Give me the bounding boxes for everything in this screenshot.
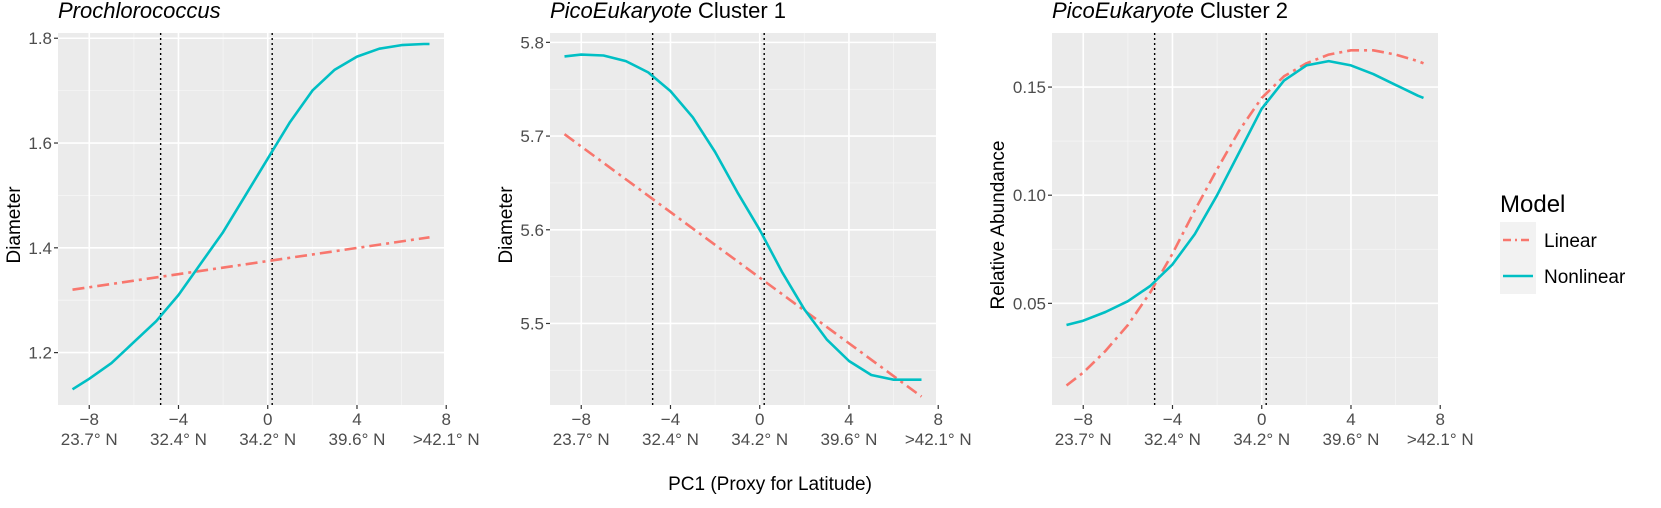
panel-background [550, 33, 936, 405]
y-tick-label: 1.4 [28, 239, 52, 258]
x-tick-label: 0 [1257, 410, 1266, 429]
y-tick-label: 5.7 [520, 127, 544, 146]
y-tick-label: 1.2 [28, 344, 52, 363]
y-tick-label: 0.15 [1013, 78, 1046, 97]
panel-2: 5.5 5.6 5.7 5.8 −823.7° N −432.4° N 034.2° N 43… [496, 0, 972, 449]
x-latitude-label: 34.2° N [731, 430, 788, 449]
x-tick-label: −8 [1074, 410, 1093, 429]
legend-entries: Linear Nonlinear [1500, 222, 1626, 294]
panel-1: 1.2 1.4 1.6 1.8 −823.7° N −432.4° N 034.2° N 43… [4, 0, 480, 449]
y-axis-title: Diameter [496, 186, 517, 264]
x-tick-label: 0 [755, 410, 764, 429]
legend: Model Linear Nonlinear [1500, 191, 1626, 294]
series-line-nonlinear [71, 42, 430, 391]
y-tick-label: 0.05 [1013, 294, 1046, 313]
x-tick-label: 4 [352, 410, 361, 429]
panel-background [1052, 33, 1438, 405]
x-latitude-label: 32.4° N [1144, 430, 1201, 449]
x-tick-label: 8 [933, 410, 942, 429]
series-line-nonlinear [564, 53, 922, 382]
x-latitude-label: 34.2° N [1233, 430, 1290, 449]
x-tick-label: 4 [1346, 410, 1355, 429]
panel-title-italic: PicoEukaryote [550, 0, 692, 23]
x-tick-label: −4 [661, 410, 680, 429]
panel-title: Prochlorococcus [58, 0, 221, 23]
x-latitude-label: 39.6° N [1323, 430, 1380, 449]
y-tick-label: 5.5 [520, 314, 544, 333]
legend-entry-linear: Linear [1500, 222, 1597, 258]
x-tick-label: −8 [80, 410, 99, 429]
panel-title-rest: Cluster 1 [692, 0, 786, 23]
panel-3: 0.05 0.10 0.15 −823.7° N −432.4° N 034.2° N 43… [988, 0, 1474, 449]
legend-label: Nonlinear [1544, 267, 1626, 288]
legend-entry-nonlinear: Nonlinear [1500, 258, 1626, 294]
series-line-nonlinear [1066, 59, 1424, 327]
x-tick-label: 4 [844, 410, 853, 429]
y-tick-label: 5.6 [520, 221, 544, 240]
x-tick-label: 8 [1435, 410, 1444, 429]
legend-label: Linear [1544, 231, 1597, 252]
x-tick-label: 8 [441, 410, 450, 429]
y-axis-title: Diameter [4, 186, 25, 264]
series-line-linear [563, 133, 923, 398]
panel-title-italic: Prochlorococcus [58, 0, 221, 23]
series-line-linear [72, 236, 430, 291]
y-tick-label: 5.8 [520, 33, 544, 52]
x-latitude-label: 32.4° N [150, 430, 207, 449]
x-latitude-label: 23.7° N [1055, 430, 1112, 449]
y-tick-label: 0.10 [1013, 186, 1046, 205]
x-latitude-label: 23.7° N [61, 430, 118, 449]
x-latitude-label: 39.6° N [821, 430, 878, 449]
x-latitude-label: >42.1° N [413, 430, 480, 449]
y-tick-label: 1.8 [28, 29, 52, 48]
shared-x-axis-title: PC1 (Proxy for Latitude) [668, 474, 872, 495]
x-tick-label: 0 [263, 410, 272, 429]
panel-title-italic: PicoEukaryote [1052, 0, 1194, 23]
x-latitude-label: 34.2° N [239, 430, 296, 449]
x-latitude-label: 32.4° N [642, 430, 699, 449]
panel-title-rest: Cluster 2 [1194, 0, 1288, 23]
legend-title: Model [1500, 191, 1565, 218]
x-latitude-label: 39.6° N [329, 430, 386, 449]
y-axis-title: Relative Abundance [988, 140, 1009, 309]
x-tick-label: −4 [169, 410, 188, 429]
x-latitude-label: >42.1° N [1407, 430, 1474, 449]
y-tick-label: 1.6 [28, 134, 52, 153]
panel-title: PicoEukaryote Cluster 2 [1052, 0, 1288, 23]
x-latitude-label: 23.7° N [553, 430, 610, 449]
x-latitude-label: >42.1° N [905, 430, 972, 449]
series-line-linear [1065, 48, 1424, 387]
x-tick-label: −8 [572, 410, 591, 429]
panel-background [58, 33, 444, 405]
x-tick-label: −4 [1163, 410, 1182, 429]
panel-title: PicoEukaryote Cluster 1 [550, 0, 786, 23]
